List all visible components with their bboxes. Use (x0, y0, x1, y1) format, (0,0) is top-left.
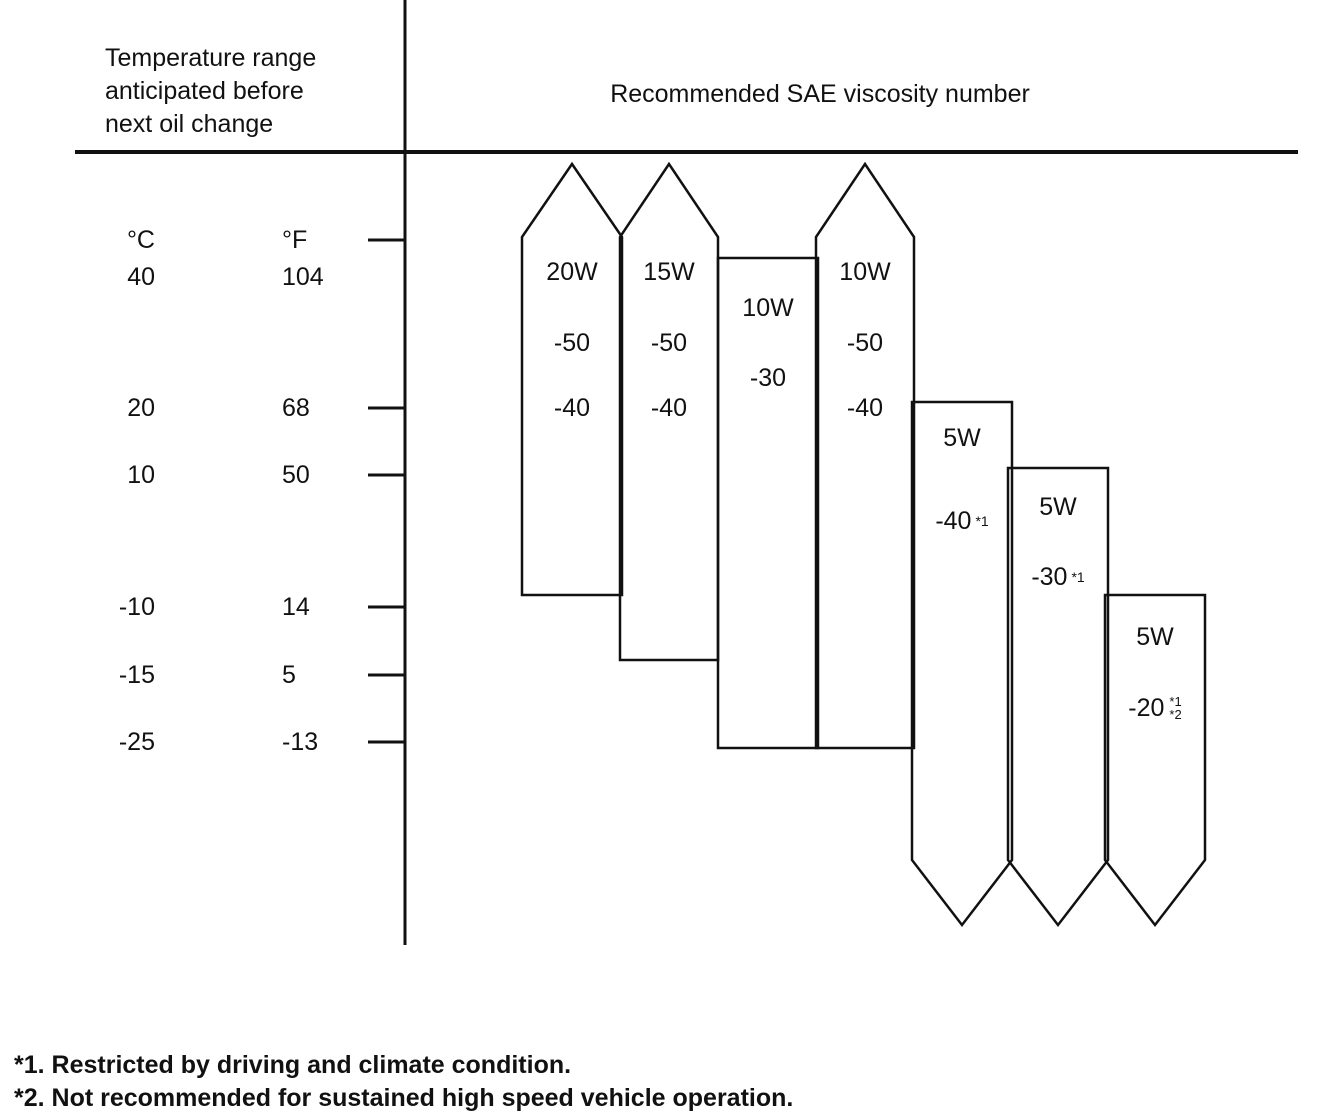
temp-f-label: -13 (282, 728, 319, 756)
temp-f-label: 5 (282, 661, 296, 689)
bar-grade-label: 5W (1136, 623, 1174, 651)
temp-c-label: -15 (118, 661, 155, 689)
bar-5w40-outline (910, 400, 1014, 928)
bar-value-label: -40 *1 (912, 509, 1012, 534)
temp-c-label: 10 (127, 461, 155, 489)
temp-f-label: 104 (282, 263, 324, 291)
left-axis-title: Temperature range anticipated before nex… (105, 44, 317, 138)
bar-value-label: -40 (553, 394, 591, 422)
bar-value-label: -50 (650, 329, 688, 357)
bar-grade-label: 5W (1039, 493, 1077, 521)
footnote-2: *2. Not recommended for sustained high s… (14, 1084, 794, 1112)
bar-20w-outline (520, 161, 624, 597)
footnote-marker: *1 (1071, 569, 1085, 585)
bar-value: -40 (935, 507, 972, 535)
footnote-marker: *1 (1169, 694, 1182, 710)
footnote-1: *1. Restricted by driving and climate co… (14, 1051, 572, 1079)
bar-value: -20 (1128, 694, 1165, 722)
temp-c-label: 40 (127, 263, 155, 291)
bar-value-label: -20 *1 *2 (1105, 694, 1205, 722)
bar-grade-label: 10W (742, 294, 794, 322)
temp-c-label: 20 (127, 394, 155, 422)
bar-value-label: -40 (846, 394, 884, 422)
bar-value-label: -40 (650, 394, 688, 422)
bar-value: -30 (1031, 563, 1068, 591)
bar-10w30-outline (716, 256, 820, 750)
bar-value-label: -30 (749, 364, 787, 392)
bar-10w-outline (814, 161, 916, 750)
footnote-markers: *1 *2 (1169, 695, 1181, 721)
temp-c-label: -10 (118, 593, 155, 621)
bar-grade-label: 5W (943, 424, 981, 452)
temp-f-label: 68 (282, 394, 310, 422)
temp-f-label: 50 (282, 461, 310, 489)
bar-grade-label: 15W (643, 258, 695, 286)
footnote-marker: *2 (1169, 707, 1182, 723)
bar-value-label: -50 (846, 329, 884, 357)
bar-15w-outline (618, 161, 720, 662)
bar-value-label: -50 (553, 329, 591, 357)
bar-grade-label: 10W (839, 258, 891, 286)
bar-value-label: -30 *1 (1008, 565, 1108, 590)
chart-title: Recommended SAE viscosity number (610, 80, 1030, 108)
bar-5w20-outline (1103, 593, 1207, 928)
bar-grade-label: 20W (546, 258, 598, 286)
temp-f-label: 14 (282, 593, 310, 621)
temp-c-label: -25 (118, 728, 155, 756)
celsius-unit-label: °C (126, 226, 155, 254)
bar-5w30-outline (1006, 466, 1110, 928)
footnote-marker: *1 (975, 513, 989, 529)
fahrenheit-unit-label: °F (282, 226, 308, 254)
